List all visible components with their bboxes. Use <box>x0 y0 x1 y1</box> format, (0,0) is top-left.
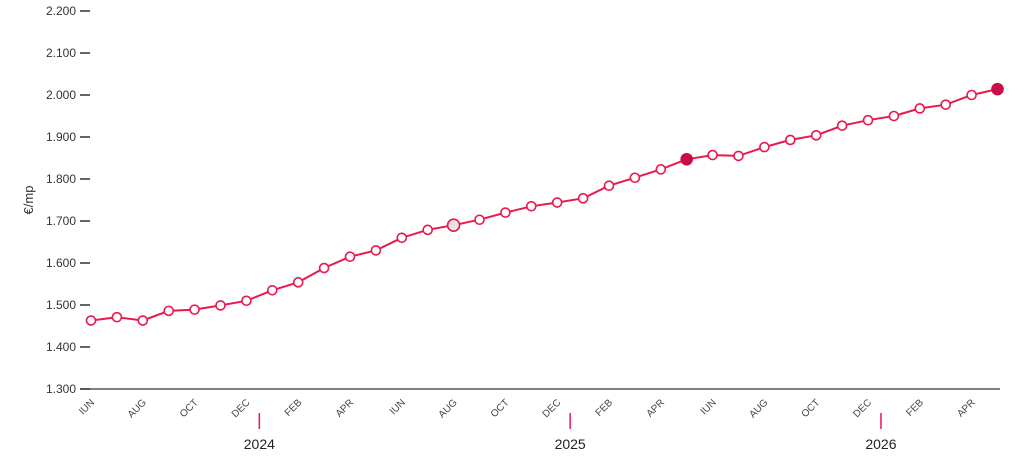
data-point <box>85 315 97 326</box>
y-tick-label: 1.800 <box>46 172 76 186</box>
x-tick-label: FEB <box>283 397 305 419</box>
y-axis-label: €/mp <box>21 186 36 215</box>
y-tick-label: 1.300 <box>46 382 76 396</box>
data-point <box>784 134 796 146</box>
y-tick-label: 2.100 <box>46 46 76 60</box>
data-point <box>137 315 149 326</box>
data-point <box>603 180 615 192</box>
x-tick-label: DEC <box>851 397 874 420</box>
data-point <box>292 277 304 288</box>
data-point <box>629 172 641 184</box>
data-point-current <box>446 218 461 232</box>
data-point <box>733 150 744 162</box>
data-point <box>888 110 900 122</box>
data-point <box>525 201 537 212</box>
x-tick-label: IUN <box>388 397 408 417</box>
data-point <box>318 262 330 274</box>
x-tick-label: OCT <box>489 397 512 420</box>
data-point <box>344 251 356 263</box>
x-tick-label: AUG <box>437 397 460 420</box>
year-label: 2025 <box>555 436 586 452</box>
x-tick-label: FEB <box>594 397 616 419</box>
y-tick-label: 2.000 <box>46 88 76 102</box>
x-tick-label: FEB <box>904 397 926 419</box>
y-tick-label: 1.700 <box>46 214 76 228</box>
y-tick-label: 1.400 <box>46 340 76 354</box>
x-tick-label: APR <box>645 397 667 419</box>
x-tick-label: AUG <box>747 397 770 420</box>
data-points <box>85 82 1004 326</box>
y-tick-label: 1.900 <box>46 130 76 144</box>
y-tick-label: 1.500 <box>46 298 76 312</box>
series-line <box>90 88 998 322</box>
data-point <box>655 164 667 175</box>
data-point <box>500 207 511 218</box>
data-point <box>966 89 977 101</box>
year-label: 2024 <box>244 436 275 452</box>
y-tick-label: 1.600 <box>46 256 76 270</box>
year-labels: 2024 2025 2026 <box>244 413 897 452</box>
x-axis-ticks: IUN AUG OCT DEC FEB APR IUN AUG OCT DEC FEB APR IUN A… <box>77 397 978 420</box>
x-tick-label: DEC <box>230 397 253 420</box>
data-point <box>707 149 718 161</box>
x-tick-label: OCT <box>178 397 201 420</box>
data-point <box>577 193 589 204</box>
year-label: 2026 <box>865 436 896 452</box>
data-point <box>914 103 926 114</box>
data-point-highlight <box>991 82 1004 96</box>
x-tick-label: IUN <box>77 397 97 417</box>
data-point <box>189 304 200 315</box>
data-point <box>266 284 278 296</box>
data-point <box>241 295 252 307</box>
data-point <box>759 141 770 153</box>
data-point <box>474 214 485 226</box>
data-point <box>396 232 408 244</box>
x-tick-label: AUG <box>126 397 149 420</box>
x-tick-label: DEC <box>541 397 564 420</box>
data-point <box>836 120 848 131</box>
y-axis: 1.300 1.400 1.500 1.600 1.700 1.800 1.900 2.000… <box>46 4 90 396</box>
data-point <box>163 305 174 317</box>
data-point <box>810 130 822 141</box>
x-tick-label: OCT <box>800 397 823 420</box>
x-tick-label: IUN <box>699 397 719 417</box>
x-tick-label: APR <box>334 397 356 419</box>
data-point <box>215 300 226 311</box>
x-tick-label: APR <box>955 397 977 419</box>
data-point <box>551 197 563 208</box>
data-point <box>111 311 123 323</box>
y-tick-label: 2.200 <box>46 4 76 18</box>
data-point <box>370 245 382 256</box>
data-point-highlight <box>680 152 694 166</box>
data-point <box>422 224 434 236</box>
data-point <box>862 114 874 126</box>
data-point <box>940 99 952 110</box>
